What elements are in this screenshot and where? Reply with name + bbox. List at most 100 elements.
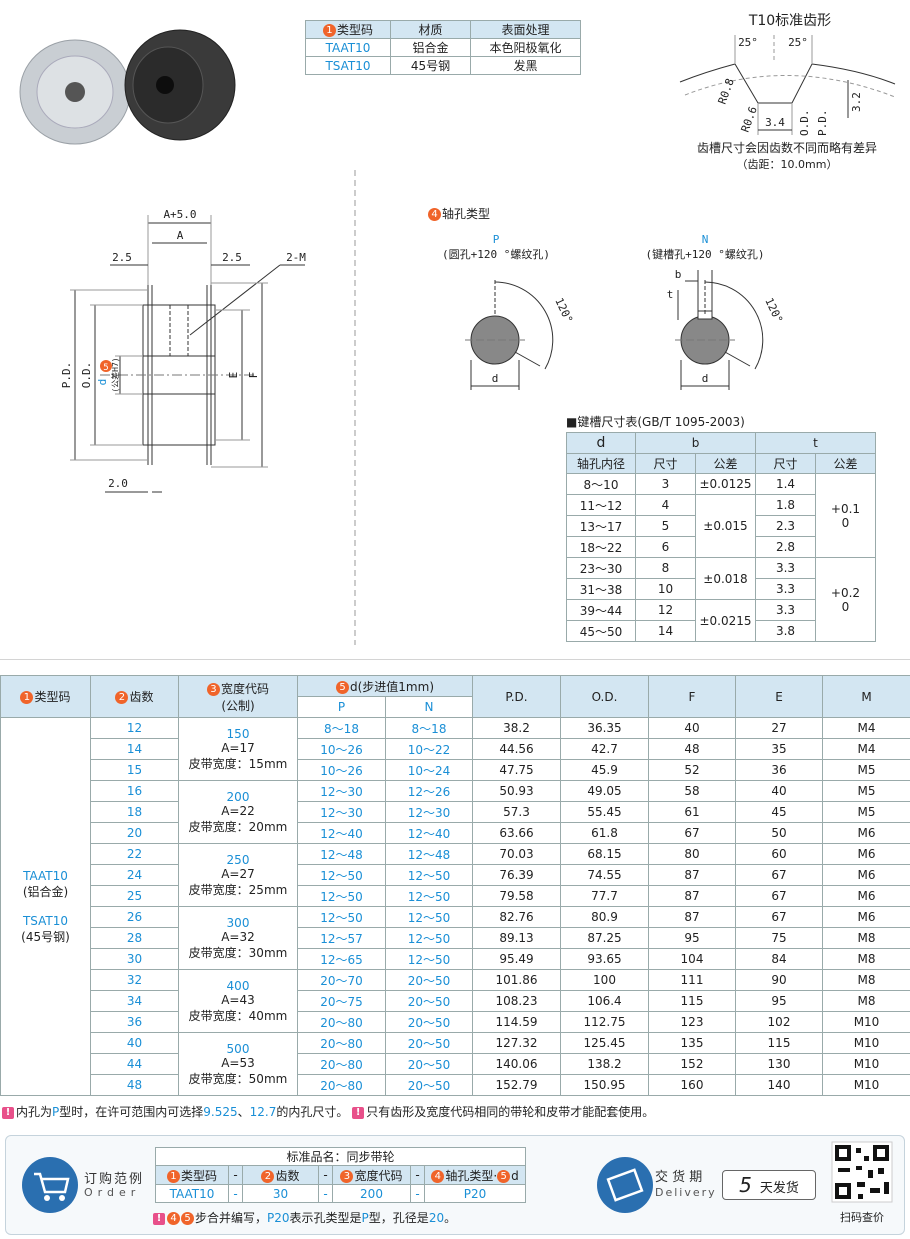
badge-text: 5 — [103, 363, 108, 373]
badge: 5 — [181, 1212, 194, 1225]
cell: 108.23 — [472, 990, 561, 1012]
cell: 20～80 — [297, 1032, 386, 1054]
text: 表面处理 — [501, 23, 550, 37]
dim-label: E — [227, 372, 240, 379]
text: 表示孔类型是 — [289, 1211, 362, 1225]
text: 只有齿形及宽度代码相同的带轮和皮带才能配套使用。 — [366, 1105, 655, 1119]
cell: 55.45 — [560, 801, 649, 823]
cell: 本色阳极氧化 — [470, 38, 581, 57]
belt-width: 皮带宽度：15mm — [188, 756, 288, 771]
header-sub: (公制) — [221, 698, 255, 713]
cell: 67 — [735, 906, 823, 928]
cell: 26 — [90, 906, 179, 928]
header-cell: 尺寸 — [755, 453, 816, 474]
cell: 20～80 — [297, 1011, 386, 1033]
row: 15 10～26 10～24 47.75 45.9 52 36 M5 — [1, 759, 910, 781]
cell: 18～22 — [566, 536, 636, 558]
width-a: A=22 — [221, 803, 255, 818]
cell: 45号钢 — [390, 56, 471, 75]
cell: 87 — [648, 864, 736, 886]
cell: 1.4 — [755, 473, 816, 495]
cell: 3.8 — [755, 620, 816, 642]
bore-title: 4 轴孔类型 — [428, 205, 490, 222]
cell: 111 — [648, 969, 736, 991]
cell: 3.3 — [755, 599, 816, 621]
width-a: A=17 — [221, 740, 255, 755]
angle-label: 120° — [552, 296, 575, 326]
cell: 79.58 — [472, 885, 561, 907]
dim-label: P.D. — [60, 362, 73, 389]
row: 44 20～80 20～50 140.06 138.2 152 130 M10 — [1, 1053, 910, 1075]
cell: 8～10 — [566, 473, 636, 495]
cell: 8 — [635, 557, 696, 579]
type-line: (45号钢) — [21, 929, 70, 944]
tooth-title: T10标准齿形 — [748, 13, 831, 29]
cell: 152.79 — [472, 1074, 561, 1096]
badge: 2 — [115, 691, 129, 704]
order-sub: Order — [84, 1186, 141, 1199]
cell: ±0.018 — [695, 557, 756, 600]
keyway-title: ■键槽尺寸表(GB/T 1095-2003) — [566, 415, 745, 429]
cell: 45.9 — [560, 759, 649, 781]
row: 36 20～80 20～50 114.59 112.75 123 102 M10 — [1, 1011, 910, 1033]
cell: 63.66 — [472, 822, 561, 844]
header-cell: 4 轴孔类型· 5 d — [423, 1165, 527, 1185]
cell: M8 — [822, 948, 910, 970]
row: 22 250 A=27 皮带宽度：25mm 12～48 12～48 70.03 68.15 80… — [1, 843, 910, 907]
header-cell: 1 类型码 — [305, 20, 391, 39]
text: 。 — [444, 1211, 457, 1225]
row: 28 12～57 12～50 89.13 87.25 95 75 M8 — [1, 927, 910, 949]
cell: M6 — [822, 822, 910, 844]
cell: 12 — [90, 717, 179, 739]
order-table-wrap: 标准品名：同步带轮 1 类型码 -2 齿数 -3 宽度代码 -4 轴孔类型· 5 d TAAT10-3… — [154, 1147, 527, 1203]
header-cell: 3 宽度代码 — [332, 1165, 411, 1185]
drawings: T10标准齿形 25° 25° R0.8 R0.6 3.4 O.D. P.D. … — [0, 13, 910, 660]
row: 30 12～65 12～50 95.49 93.65 104 84 M8 — [1, 948, 910, 970]
header-cell: E — [735, 675, 823, 718]
cell: 20～50 — [385, 1011, 473, 1033]
row: TAAT10 (铝合金) TSAT10 (45号钢) 12 150 A=17 皮带宽度：15m… — [0, 717, 910, 1096]
cell: 12～40 — [385, 822, 473, 844]
cell: 10 — [635, 578, 696, 600]
row: 25 12～50 12～50 79.58 77.7 87 67 M6 — [1, 885, 910, 907]
cell: 14 — [635, 620, 696, 642]
cell: 48 — [90, 1074, 179, 1096]
width-code: 150 — [226, 726, 250, 741]
cell: 8～18 — [297, 717, 386, 739]
cell: 12～50 — [297, 864, 386, 886]
text: 步合并编写， — [195, 1211, 268, 1225]
dim-label: t — [667, 288, 674, 301]
cell: 20～80 — [297, 1053, 386, 1075]
cell: 95.49 — [472, 948, 561, 970]
value-cell: 30 — [242, 1184, 319, 1203]
header-cell: 轴孔内径 — [566, 453, 636, 474]
delivery-sub: Delivery — [655, 1186, 717, 1199]
header-cell: M — [822, 675, 910, 718]
delivery-icon — [597, 1157, 653, 1213]
cell: 80 — [648, 843, 736, 865]
cell: M8 — [822, 969, 910, 991]
cell: +0.1 0 — [815, 473, 876, 558]
row: 40 500 A=53 皮带宽度：50mm 20～80 20～50 127.32 125.45… — [1, 1032, 910, 1096]
cell: 10～26 — [297, 738, 386, 760]
value-cell: 200 — [332, 1184, 411, 1203]
row: 24 12～50 12～50 76.39 74.55 87 67 M6 — [1, 864, 910, 886]
width-cell: 300 A=32 皮带宽度：30mm — [178, 906, 298, 970]
row: 45～50 14 3.8 — [566, 620, 876, 642]
delivery-days: 5 — [739, 1173, 752, 1197]
bore-code: P — [493, 233, 500, 246]
header-cell: 材质 — [390, 20, 471, 39]
cell: M6 — [822, 906, 910, 928]
cell: 27 — [735, 717, 823, 739]
cell: 34 — [90, 990, 179, 1012]
cell: 11～12 — [566, 494, 636, 516]
cell: 106.4 — [560, 990, 649, 1012]
cell: 87.25 — [560, 927, 649, 949]
cell: 45 — [735, 801, 823, 823]
bore-p — [465, 280, 554, 390]
text: 宽度代码 — [354, 1168, 403, 1183]
angle-label: 25° — [788, 36, 808, 49]
radius-label: R0.8 — [716, 77, 737, 106]
cell: 138.2 — [560, 1053, 649, 1075]
